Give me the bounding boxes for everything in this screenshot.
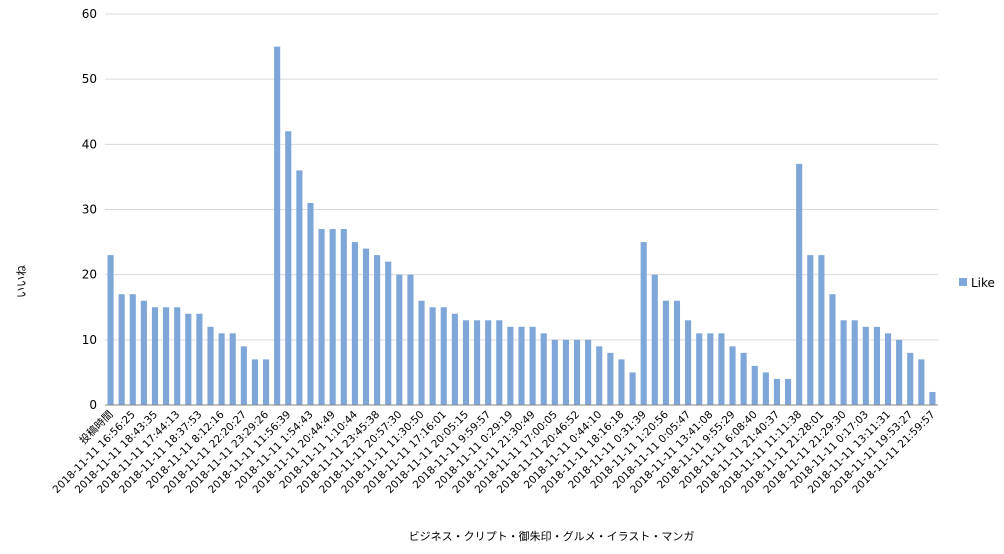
bar (474, 320, 481, 405)
bar (729, 346, 736, 405)
bar (884, 333, 892, 405)
bar (929, 391, 936, 405)
bar (196, 313, 203, 405)
legend: Like (959, 276, 995, 290)
bar (796, 163, 803, 405)
bar (118, 294, 125, 405)
bar (518, 326, 525, 405)
bar (229, 333, 236, 405)
bar (429, 307, 436, 405)
bar (151, 307, 159, 405)
bar (785, 378, 792, 405)
bar (440, 307, 447, 405)
bar (551, 339, 558, 405)
bar (585, 339, 592, 405)
bar (907, 352, 914, 405)
y-tick-label: 10 (82, 333, 97, 347)
bar (107, 255, 114, 405)
bar (540, 333, 547, 405)
bar (696, 333, 703, 405)
y-tick-label: 60 (82, 7, 97, 21)
bar (163, 307, 170, 405)
y-tick-label: 0 (89, 398, 97, 412)
bar (329, 229, 336, 405)
bar (851, 320, 858, 405)
bar (718, 333, 725, 405)
bar (707, 333, 714, 405)
bar (285, 131, 292, 406)
legend-label: Like (971, 276, 995, 290)
y-tick-label: 20 (82, 268, 97, 282)
x-axis-title: ビジネス・クリプト・御朱印・グルメ・イラスト・マンガ (409, 529, 695, 543)
bar (307, 202, 314, 405)
bar (418, 300, 425, 405)
bar (218, 333, 225, 405)
bar (262, 359, 270, 405)
bar (318, 229, 325, 405)
y-axis-title: いいね (15, 265, 28, 298)
bar (529, 326, 536, 405)
bar (896, 339, 903, 405)
y-axis-ticks: 0 10 20 30 40 50 60 (82, 7, 97, 412)
bar (507, 326, 514, 405)
bar (396, 274, 403, 405)
bar (385, 261, 392, 405)
bar (496, 320, 503, 405)
bar (818, 255, 825, 405)
bar (640, 242, 647, 405)
bar (662, 300, 669, 405)
bar (374, 255, 381, 405)
bar (673, 300, 681, 405)
gridlines (105, 13, 938, 406)
bar (274, 46, 281, 405)
bar (740, 352, 747, 405)
y-tick-label: 50 (82, 72, 97, 86)
bar (362, 248, 370, 405)
bar (918, 359, 925, 405)
bar (251, 359, 258, 405)
bar (873, 326, 880, 405)
bar (451, 313, 458, 405)
bar (618, 359, 625, 405)
bar (340, 229, 347, 405)
bar (862, 326, 869, 405)
bar (407, 274, 414, 405)
bar (485, 320, 492, 405)
bar (685, 320, 692, 405)
bar (185, 313, 192, 405)
bar (140, 300, 147, 405)
bar (240, 346, 247, 405)
bar (829, 294, 836, 405)
bar (607, 352, 614, 405)
y-tick-label: 30 (82, 203, 97, 217)
bar (773, 378, 781, 405)
bar (573, 339, 581, 405)
bar (129, 294, 136, 405)
bar (174, 307, 181, 405)
bar (629, 372, 636, 405)
y-tick-label: 40 (82, 137, 97, 151)
bars (107, 46, 936, 406)
bar (562, 339, 569, 405)
bar (296, 170, 303, 405)
bar (207, 326, 214, 405)
bar (651, 274, 658, 405)
bar (596, 346, 603, 405)
bar (351, 242, 358, 405)
bar (762, 372, 769, 405)
bar (807, 255, 814, 405)
bar (840, 320, 847, 405)
bar (462, 320, 470, 405)
legend-swatch (959, 278, 967, 286)
bar (751, 365, 758, 405)
